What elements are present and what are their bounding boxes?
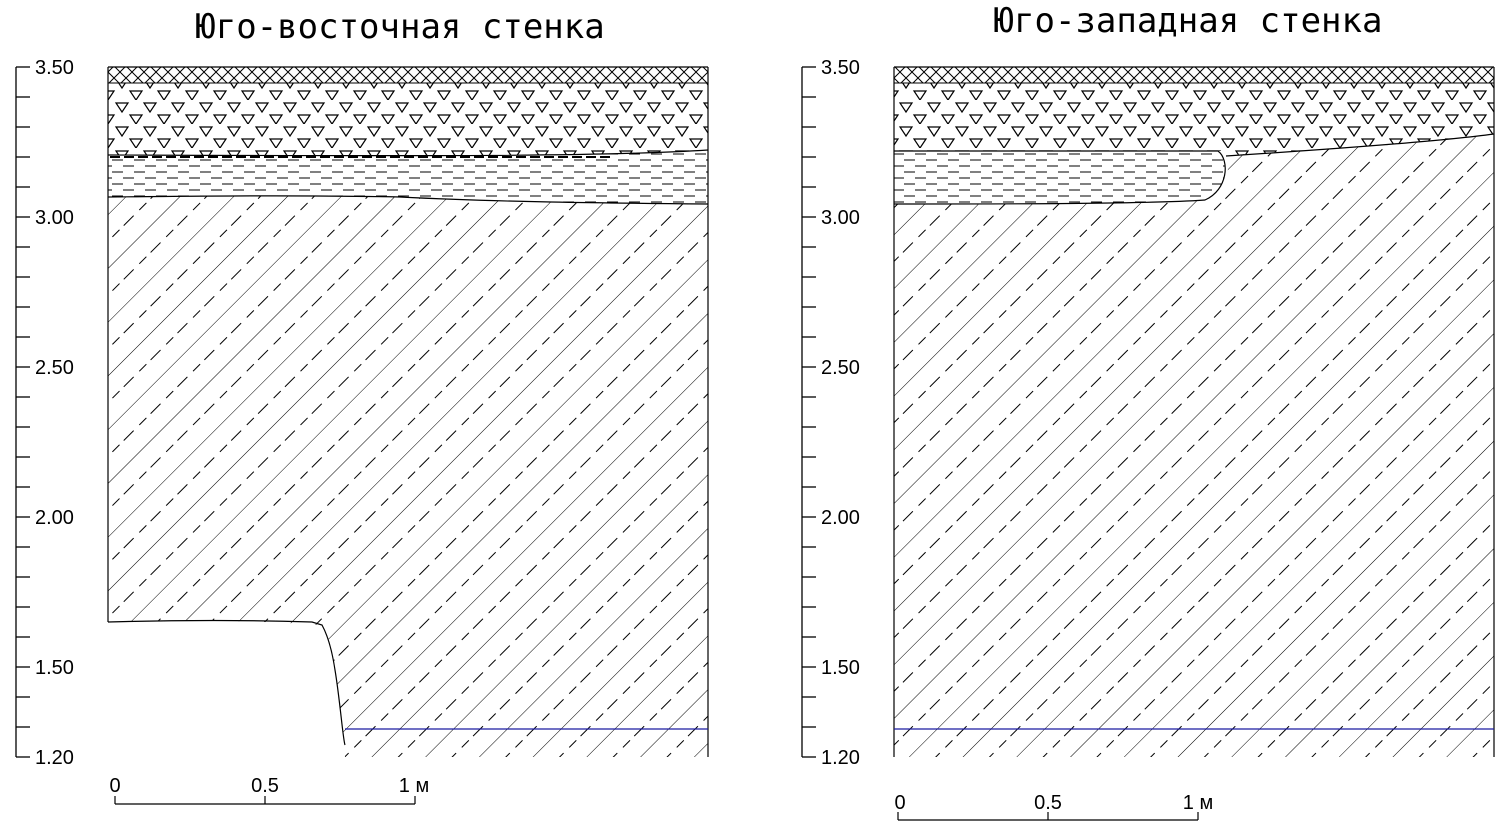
scale-label-1m: 1 м (1183, 792, 1213, 814)
section-panel-southwest: Юго-западная стенка 0 0.5 1 м (893, 1, 1495, 821)
topsoil-layer (894, 67, 1494, 83)
loam-layer (108, 195, 708, 757)
scale-label-0: 0 (109, 775, 120, 797)
axis-label-3.50: 3.50 (35, 57, 74, 79)
axis-label-1.50: 1.50 (821, 657, 860, 679)
axis-ticks-right (802, 66, 816, 758)
axis-label-1.50: 1.50 (35, 657, 74, 679)
scale-bar-southeast: 0 0.5 1 м (109, 775, 429, 805)
axis-label-2.50: 2.50 (35, 357, 74, 379)
section-panel-southeast: Юго-восточная стенка 0 0.5 1 м (107, 7, 709, 805)
axis-label-1.20: 1.20 (821, 747, 860, 769)
elevation-axis-right: 3.50 3.00 2.50 2.00 1.50 1.20 (801, 57, 860, 769)
axis-label-3.50: 3.50 (821, 57, 860, 79)
elevation-axis-left: 3.50 3.00 2.50 2.00 1.50 1.20 (15, 57, 74, 769)
axis-label-3.00: 3.00 (821, 207, 860, 229)
axis-ticks-left (16, 66, 30, 758)
axis-label-2.00: 2.00 (821, 507, 860, 529)
panel-title-southwest: Юго-западная стенка (994, 1, 1383, 41)
axis-label-3.00: 3.00 (35, 207, 74, 229)
loam-layer (894, 134, 1494, 757)
axis-label-2.00: 2.00 (35, 507, 74, 529)
scale-bar-southwest: 0 0.5 1 м (894, 792, 1213, 821)
fill-layer-triangles (108, 83, 708, 156)
scale-label-0: 0 (894, 792, 905, 814)
topsoil-layer (108, 67, 708, 83)
clay-lens-dashed (894, 151, 1226, 204)
clay-layer-dashed (108, 150, 708, 204)
excavation-bottom-line (107, 619, 346, 746)
scale-label-0.5: 0.5 (1034, 792, 1062, 814)
axis-label-1.20: 1.20 (35, 747, 74, 769)
panel-title-southeast: Юго-восточная стенка (195, 7, 604, 47)
fill-layer-triangles (894, 83, 1494, 155)
axis-label-2.50: 2.50 (821, 357, 860, 379)
scale-label-1m: 1 м (399, 775, 429, 797)
scale-label-0.5: 0.5 (251, 775, 279, 797)
